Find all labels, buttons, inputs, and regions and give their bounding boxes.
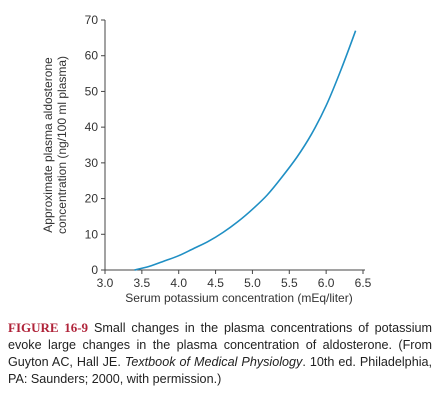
x-tick-label: 4.0 [170, 276, 187, 290]
y-tick-label: 0 [91, 263, 98, 277]
figure-caption: FIGURE 16-9 Small changes in the plasma c… [8, 319, 432, 388]
x-tick-label: 4.5 [207, 276, 224, 290]
y-tick-label: 30 [85, 156, 99, 170]
y-tick-label: 40 [85, 120, 99, 134]
chart-plot-area [134, 30, 357, 271]
caption-text-end: . 10th ed. Philadelphia, PA: Saunders; 2… [8, 355, 432, 386]
chart-axes [104, 20, 365, 271]
y-tick-label: 70 [85, 13, 99, 27]
y-tick-label: 60 [85, 49, 99, 63]
x-tick-label: 3.5 [134, 276, 151, 290]
x-tick-label: 3.0 [97, 276, 114, 290]
y-axis-title-line: concentration (ng/100 ml plasma) [55, 56, 69, 234]
caption-book-title: Textbook of Medical Physiology [124, 355, 303, 369]
x-axis-title: Serum potassium concentration (mEq/liter… [125, 291, 352, 305]
x-tick-label: 6.0 [318, 276, 335, 290]
x-tick-label: 6.5 [355, 276, 372, 290]
aldosterone-curve [134, 30, 357, 271]
y-tick-label: 10 [85, 227, 99, 241]
y-tick-label: 20 [85, 192, 99, 206]
figure-label: FIGURE 16-9 [8, 320, 89, 335]
aldosterone-chart: 3.0 3.5 4.0 4.5 5.0 5.5 6.0 6.5010203040506070 … [41, 13, 372, 305]
y-axis-title-line: Approximate plasma aldosterone [41, 57, 55, 233]
y-tick-label: 50 [85, 84, 99, 98]
chart-axis-titles: Serum potassium concentration (mEq/liter… [41, 56, 353, 305]
x-tick-label: 5.0 [244, 276, 261, 290]
caption-text-start: Small changes in the plasma concentratio… [8, 321, 432, 369]
x-tick-label: 5.5 [281, 276, 298, 290]
chart-ticks: 3.0 3.5 4.0 4.5 5.0 5.5 6.0 6.5 0 10 20 30 40 50 60 70 [85, 13, 372, 290]
